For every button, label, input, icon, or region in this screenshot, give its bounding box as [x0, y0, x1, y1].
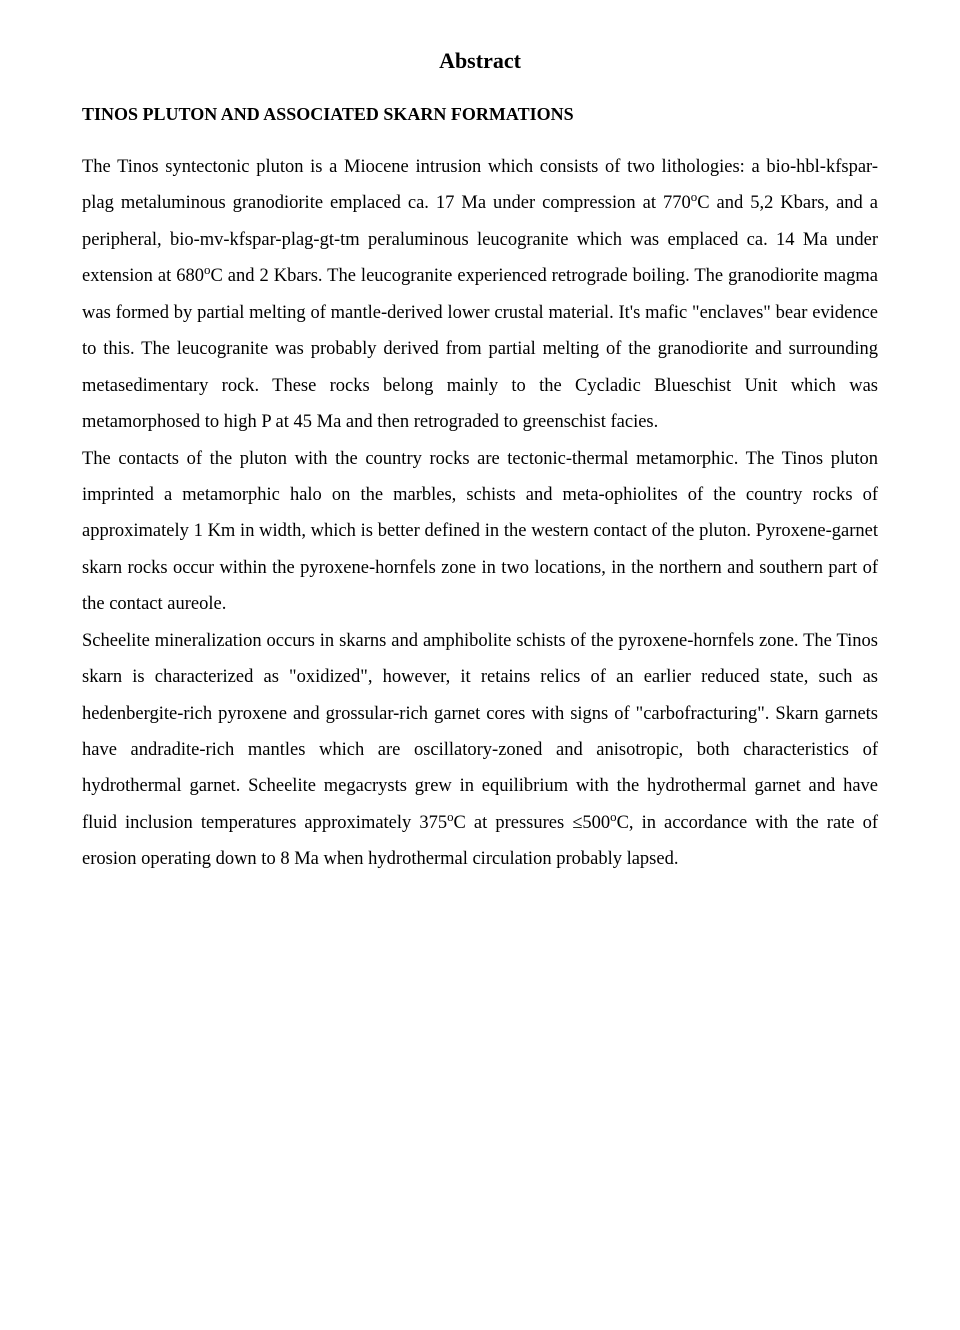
body-paragraph-2: The contacts of the pluton with the coun…: [82, 441, 878, 623]
abstract-heading: Abstract: [82, 48, 878, 74]
body-paragraph-1: The Tinos syntectonic pluton is a Miocen…: [82, 149, 878, 441]
body-paragraph-3: Scheelite mineralization occurs in skarn…: [82, 623, 878, 878]
document-subtitle: TINOS PLUTON AND ASSOCIATED SKARN FORMAT…: [82, 104, 878, 125]
